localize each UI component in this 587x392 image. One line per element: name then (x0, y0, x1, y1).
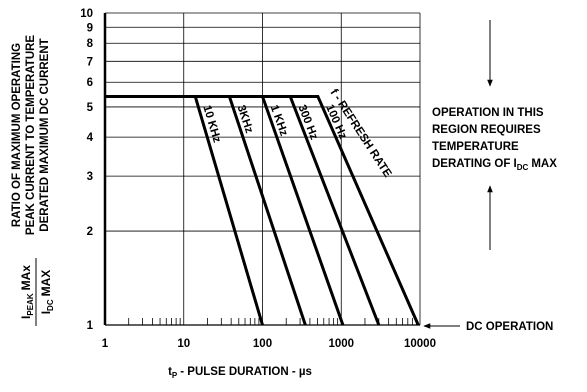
fraction-part: I (19, 316, 33, 319)
x-axis-label: tP - PULSE DURATION - µs (168, 366, 312, 380)
y-tick-label: 9 (87, 22, 93, 34)
y-tick-label: 4 (87, 132, 94, 144)
x-tick-label: 1 (102, 338, 109, 350)
x-label-part: t (168, 366, 172, 378)
y-tick-label: 6 (87, 77, 93, 89)
region-note: DERATING OF IDC MAX (432, 158, 557, 172)
fraction-sub: DC (46, 299, 55, 311)
dc-note: DC OPERATION (466, 321, 553, 333)
x-tick-label: 1000 (328, 338, 354, 350)
y-tick-label: 2 (87, 226, 93, 238)
y-fraction: IDC MAX (39, 270, 55, 315)
region-sub: DC (517, 163, 529, 172)
x-label-part: - PULSE DURATION - µs (180, 366, 312, 378)
y-fraction: IPEAK MAx (19, 265, 35, 319)
y-tick-label: 8 (87, 38, 94, 50)
y-axis-label: DERATED MAXIMUM DC CURRENT (39, 38, 51, 231)
fraction-part: I (39, 311, 53, 314)
series-line (105, 94, 420, 326)
fraction-sub: PEAK (26, 293, 35, 315)
y-tick-label: 10 (80, 8, 93, 20)
y-axis-label: RATIO OF MAXIMUM OPERATING (11, 43, 23, 227)
region-note: TEMPERATURE (432, 141, 519, 153)
y-tick-label: 5 (87, 102, 94, 114)
fraction-part: MAx (19, 265, 33, 291)
x-tick-label: 100 (253, 338, 272, 350)
region-note: OPERATION IN THIS (432, 107, 544, 119)
y-tick-label: 1 (87, 320, 94, 332)
arrows (35, 20, 493, 329)
y-axis-label: PEAK CURRENT TO TEMPERATURE (25, 35, 37, 236)
y-tick-label: 7 (87, 56, 93, 68)
y-tick-label: 3 (87, 171, 93, 183)
fraction-part: MAX (39, 270, 53, 297)
x-tick-label: 10 (177, 338, 190, 350)
region-part: DERATING OF I (432, 158, 517, 170)
region-note: REGION REQUIRES (432, 124, 541, 136)
x-label-sub: P (172, 371, 178, 380)
region-part: MAX (531, 158, 557, 170)
x-tick-label: 10000 (404, 338, 436, 350)
